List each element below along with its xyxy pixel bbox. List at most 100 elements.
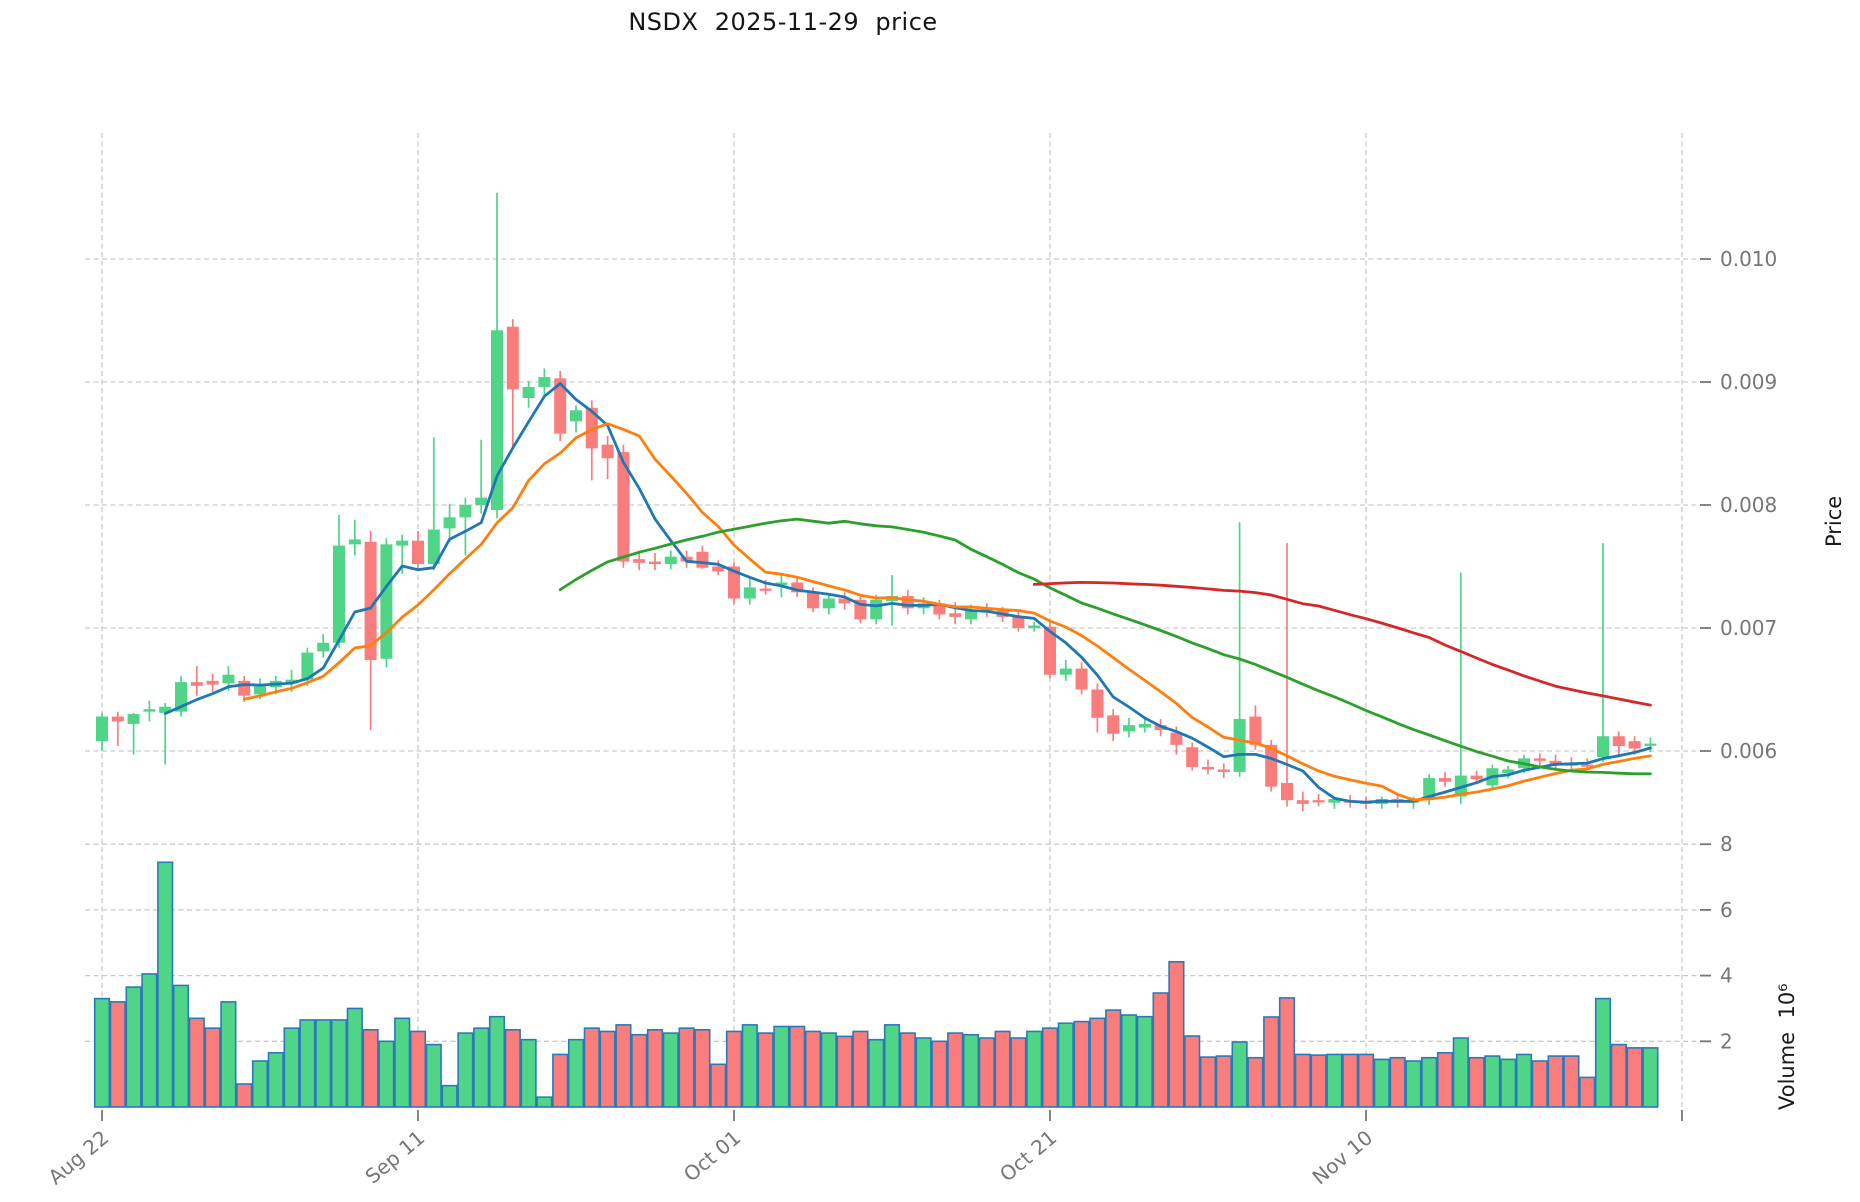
volume-bar (1626, 1047, 1643, 1108)
volume-bar (631, 1033, 648, 1108)
volume-bar (1436, 1051, 1454, 1108)
volume-bar (899, 1032, 916, 1108)
price-tick-label: 0.010 (1720, 247, 1777, 271)
candle-body-down (412, 540, 424, 565)
candle-body-down (1202, 766, 1214, 770)
x-tick-label: Oct 21 (995, 1125, 1061, 1186)
volume-bar (1105, 1009, 1122, 1108)
volume-bar (820, 1032, 837, 1108)
candle-body-down (712, 566, 725, 572)
candle-body-up (570, 410, 582, 422)
volume-bar (330, 1019, 348, 1108)
volume-bar (1452, 1037, 1469, 1108)
candle-body-up (317, 642, 330, 652)
candle-body-down (1312, 800, 1325, 803)
candle-body-down (696, 551, 709, 568)
volume-bar (710, 1063, 727, 1108)
volume-bar (804, 1030, 822, 1108)
candle-body-down (238, 680, 251, 696)
candle-body-up (254, 684, 266, 695)
volume-bar (267, 1051, 284, 1108)
volume-bar (1247, 1056, 1264, 1108)
volume-bar (994, 1030, 1011, 1108)
volume-bar (883, 1024, 901, 1108)
volume-bar (378, 1040, 395, 1108)
volume-bar (125, 986, 142, 1108)
volume-bar (1468, 1056, 1485, 1108)
volume-bar (978, 1037, 995, 1108)
candle-body-down (728, 566, 740, 599)
candle-body-up (1123, 725, 1135, 732)
volume-bar (1405, 1060, 1422, 1108)
candle-body-up (348, 539, 361, 545)
x-tick-label: Aug 22 (44, 1125, 114, 1189)
volume-bar (1547, 1055, 1564, 1108)
volume-bar (789, 1025, 806, 1108)
candle-body-up (159, 706, 172, 713)
volume-bar (441, 1084, 458, 1108)
volume-axis-label: Volume 10⁶ (1775, 983, 1799, 1110)
candle-body-up (222, 674, 235, 684)
candle-body-up (775, 582, 788, 585)
candle-body-up (96, 716, 108, 742)
volume-bar (236, 1083, 253, 1108)
volume-bar (1500, 1058, 1517, 1108)
candle-body-down (1470, 775, 1483, 780)
volume-bar (1120, 1014, 1138, 1108)
price-tick-label: 0.008 (1720, 493, 1777, 517)
candle-body-down (791, 582, 804, 593)
volume-bar (1199, 1056, 1217, 1108)
volume-bar (299, 1019, 316, 1108)
volume-bar (1357, 1053, 1375, 1108)
volume-bar (473, 1027, 490, 1108)
volume-bar (725, 1030, 743, 1108)
volume-bar (283, 1027, 300, 1108)
volume-tick-label: 4 (1720, 964, 1733, 988)
volume-bar (1010, 1037, 1027, 1108)
candle-body-down (949, 613, 962, 617)
candle-body-down (506, 326, 519, 390)
volume-bar (567, 1038, 585, 1108)
ma-line-ma60 (1032, 581, 1652, 707)
volume-bar (315, 1019, 332, 1108)
volume-bar (1089, 1017, 1106, 1108)
candle-body-down (807, 592, 819, 609)
candle-body-down (1075, 668, 1088, 690)
volume-bar (1484, 1055, 1501, 1108)
volume-bar (504, 1029, 521, 1108)
volume-bar (409, 1030, 427, 1108)
candle-body-up (1328, 798, 1341, 803)
candle-body-down (206, 680, 219, 685)
volume-bar (1310, 1054, 1327, 1108)
volume-bar (615, 1024, 632, 1108)
volume-bar (583, 1027, 600, 1108)
candle-body-up (396, 540, 409, 546)
volume-bar (1579, 1076, 1596, 1108)
volume-bar (93, 997, 111, 1108)
candle-body-up (538, 377, 551, 387)
volume-bar (1041, 1027, 1059, 1108)
candle-body-down (1549, 760, 1562, 765)
volume-bar (662, 1032, 679, 1108)
candle-body-up (1028, 625, 1041, 628)
x-tick-label: Oct 01 (679, 1125, 745, 1186)
candle-body-down (1217, 769, 1230, 772)
volume-bar (947, 1032, 964, 1108)
volume-bar (141, 973, 158, 1108)
volume-bar (1389, 1056, 1406, 1108)
candle-body-down (633, 559, 646, 563)
candle-body-up (333, 545, 345, 643)
volume-bar (1152, 992, 1169, 1108)
volume-bar (1594, 997, 1612, 1108)
volume-bar (457, 1032, 474, 1108)
volume-bar (646, 1029, 664, 1108)
candle-body-up (1059, 668, 1072, 675)
volume-bar (1563, 1055, 1580, 1108)
volume-bar (394, 1017, 411, 1108)
volume-bar (1168, 961, 1185, 1108)
volume-bar (931, 1040, 948, 1108)
volume-bar (836, 1035, 853, 1108)
candle-body-up (743, 587, 756, 599)
volume-bar (1610, 1043, 1627, 1108)
volume-bar (1642, 1047, 1659, 1108)
